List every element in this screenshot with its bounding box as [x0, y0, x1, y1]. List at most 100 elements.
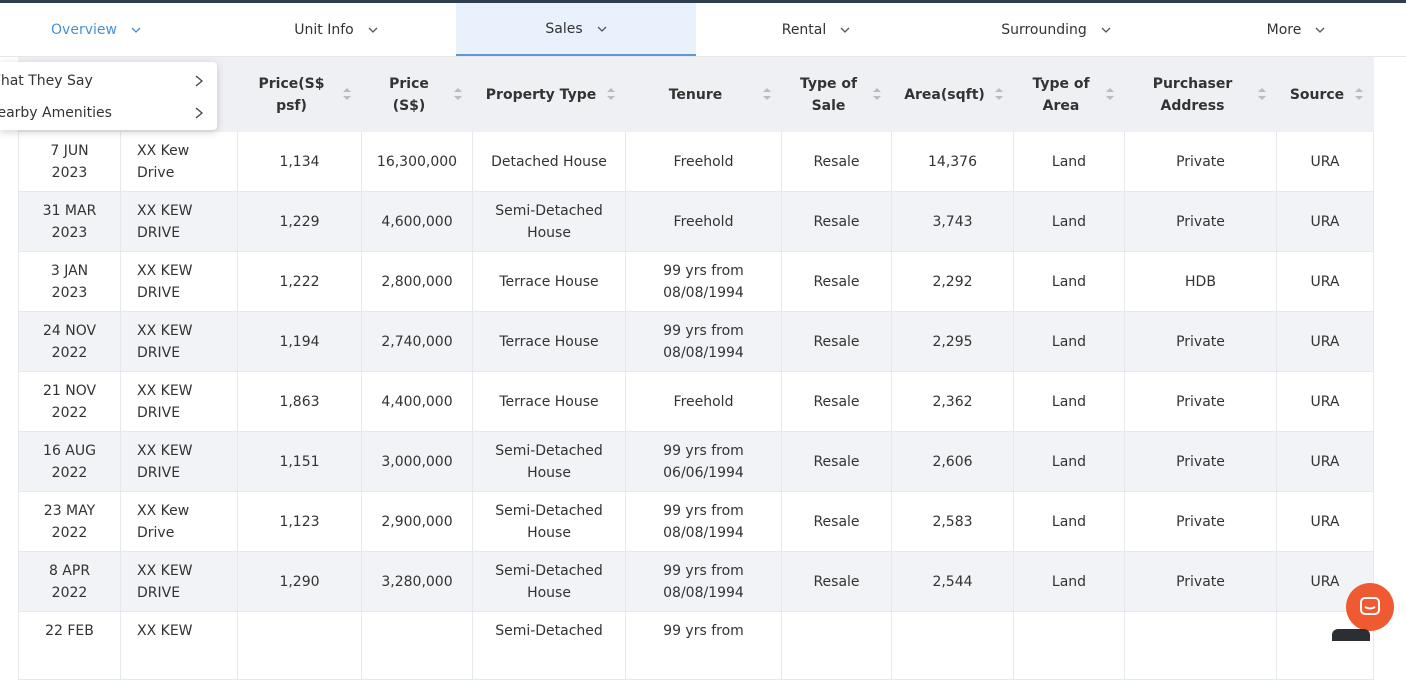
table-cell: 99 yrs from	[625, 611, 782, 680]
header-label: Purchaser Address	[1152, 75, 1233, 114]
table-row: 23 MAY 2022 XX Kew Drive 1,123 2,900,000 Sem…	[18, 491, 1374, 552]
table-cell: 3,743	[891, 191, 1014, 252]
table-cell: Terrace House	[472, 311, 626, 372]
header-label: Type of Area	[1032, 75, 1090, 114]
nav-tab[interactable]: Surrounding	[936, 3, 1176, 56]
sort-icon	[1106, 88, 1114, 100]
tab-label: Overview	[51, 21, 117, 38]
table-cell: 3 JAN 2023	[18, 251, 121, 312]
table-body: 7 JUN 2023 XX Kew Drive 1,134 16,300,000 Det…	[18, 131, 1374, 680]
nav-tab[interactable]: Rental	[696, 3, 936, 56]
tab-label: Sales	[545, 20, 583, 37]
table-cell: 23 MAY 2022	[18, 491, 121, 552]
header-label: Type of Sale	[799, 75, 858, 114]
table-cell: Land	[1013, 311, 1125, 372]
table-cell: XX KEW DRIVE	[120, 251, 238, 312]
header-label: Tenure	[668, 86, 723, 103]
header-cell[interactable]: Area(sqft)	[891, 57, 1014, 132]
table-cell: 22 FEB	[18, 611, 121, 680]
chevron-icon	[1315, 27, 1325, 33]
table-cell: 1,194	[237, 311, 362, 372]
tab-label: Unit Info	[294, 21, 354, 38]
sort-icon	[607, 88, 615, 100]
table-cell: Private	[1124, 191, 1277, 252]
table-cell: Detached House	[472, 131, 626, 192]
header-label: Price(S$ psf)	[258, 75, 325, 114]
table-cell: Semi-Detached House	[472, 491, 626, 552]
table-cell: Semi-Detached	[472, 611, 626, 680]
table-cell: Land	[1013, 551, 1125, 612]
nav-tab[interactable]: Unit Info	[216, 3, 456, 56]
table-cell: URA	[1276, 191, 1374, 252]
header-cell[interactable]: Price (S$)	[361, 57, 473, 132]
table-cell: 2,583	[891, 491, 1014, 552]
table-cell: URA	[1276, 551, 1374, 612]
table-cell	[891, 611, 1014, 680]
table-cell: URA	[1276, 491, 1374, 552]
table-cell: Freehold	[625, 371, 782, 432]
table-cell: XX KEW DRIVE	[120, 371, 238, 432]
table-cell: 1,134	[237, 131, 362, 192]
table-cell: Private	[1124, 551, 1277, 612]
header-label: Property Type	[485, 86, 597, 103]
table-cell: 2,740,000	[361, 311, 473, 372]
table-cell: Land	[1013, 371, 1125, 432]
table-cell: 14,376	[891, 131, 1014, 192]
chevron-icon	[195, 75, 203, 87]
dropdown-item[interactable]: What They Say	[0, 65, 217, 97]
table-cell: 16 AUG 2022	[18, 431, 121, 492]
table-cell: 4,400,000	[361, 371, 473, 432]
header-cell[interactable]: Source	[1276, 57, 1374, 132]
table-cell: Land	[1013, 431, 1125, 492]
table-cell: Semi-Detached House	[472, 551, 626, 612]
table-cell: Resale	[781, 191, 892, 252]
table-cell: XX KEW	[120, 611, 238, 680]
header-cell[interactable]: Property Type	[472, 57, 626, 132]
table-cell: 3,000,000	[361, 431, 473, 492]
table-cell: Land	[1013, 131, 1125, 192]
table-cell: 2,544	[891, 551, 1014, 612]
header-cell[interactable]: Type of Sale	[781, 57, 892, 132]
table-cell: 16,300,000	[361, 131, 473, 192]
table-cell	[1013, 611, 1125, 680]
tooltip-stub	[1332, 629, 1370, 641]
table-cell: URA	[1276, 371, 1374, 432]
header-cell[interactable]: Type of Area	[1013, 57, 1125, 132]
chevron-icon	[131, 27, 141, 33]
table-cell: URA	[1276, 251, 1374, 312]
top-border	[0, 0, 1406, 3]
nav-tab[interactable]: Sales	[456, 3, 696, 56]
table-cell: Land	[1013, 251, 1125, 312]
chevron-icon	[597, 26, 607, 32]
tab-label: More	[1266, 21, 1302, 38]
table-cell: XX KEW DRIVE	[120, 551, 238, 612]
table-cell: XX Kew Drive	[120, 131, 238, 192]
table-cell: 1,290	[237, 551, 362, 612]
table-cell: Terrace House	[472, 371, 626, 432]
chat-button[interactable]	[1346, 583, 1394, 631]
table-cell: HDB	[1124, 251, 1277, 312]
header-cell[interactable]: Price(S$ psf)	[237, 57, 362, 132]
chevron-icon	[195, 107, 203, 119]
sort-icon	[995, 88, 1003, 100]
tab-label: Rental	[781, 21, 827, 38]
nav-tab[interactable]: Overview	[0, 3, 216, 56]
table-row: 16 AUG 2022 XX KEW DRIVE 1,151 3,000,000 Sem…	[18, 431, 1374, 492]
header-cell[interactable]: Tenure	[625, 57, 782, 132]
table-cell: Resale	[781, 251, 892, 312]
header-cell[interactable]: Purchaser Address	[1124, 57, 1277, 132]
table-row: 22 FEB XX KEW Semi-Detached 99 yrs from	[18, 611, 1374, 680]
nav-tab[interactable]: More	[1176, 3, 1406, 56]
dropdown-item[interactable]: Nearby Amenities	[0, 97, 217, 129]
sort-icon	[454, 88, 462, 100]
sort-icon	[763, 88, 771, 100]
header-label: Area(sqft)	[904, 86, 985, 103]
table-cell: 4,600,000	[361, 191, 473, 252]
table-cell: URA	[1276, 431, 1374, 492]
table-row: 7 JUN 2023 XX Kew Drive 1,134 16,300,000 Det…	[18, 131, 1374, 192]
table-cell	[1124, 611, 1277, 680]
table-cell: Semi-Detached House	[472, 431, 626, 492]
table-cell: Private	[1124, 311, 1277, 372]
table-cell: Terrace House	[472, 251, 626, 312]
